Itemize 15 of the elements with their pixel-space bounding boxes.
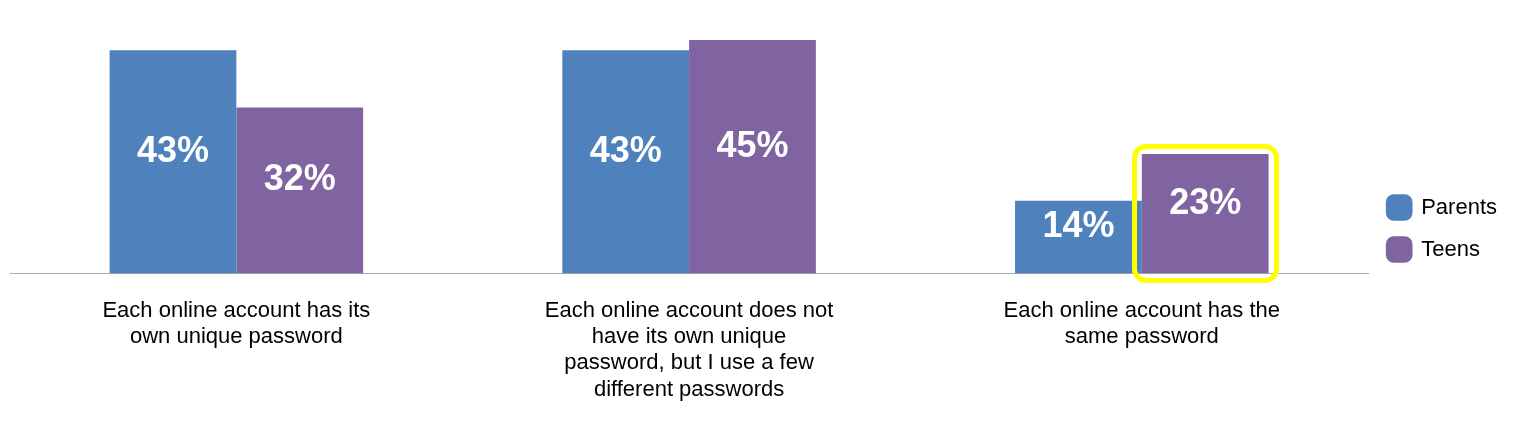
x-tick-label: Each online account has the same password [1003,296,1281,349]
bar [109,50,237,274]
data-label: 14% [1042,204,1115,246]
data-label: 23% [1169,180,1242,222]
legend-label: Teens [1421,235,1480,261]
bar [236,107,364,274]
data-label: 43% [589,128,662,170]
bar [562,50,690,274]
data-label: 32% [263,157,336,199]
x-tick-label: Each online account does not have its own unique password, but I use a few different passwords [544,296,834,401]
bar [689,40,816,274]
legend-label: Parents [1421,193,1498,219]
data-label: 45% [716,123,789,165]
x-tick-label: Each online account has its own unique password [102,296,371,349]
data-label: 43% [136,128,210,170]
